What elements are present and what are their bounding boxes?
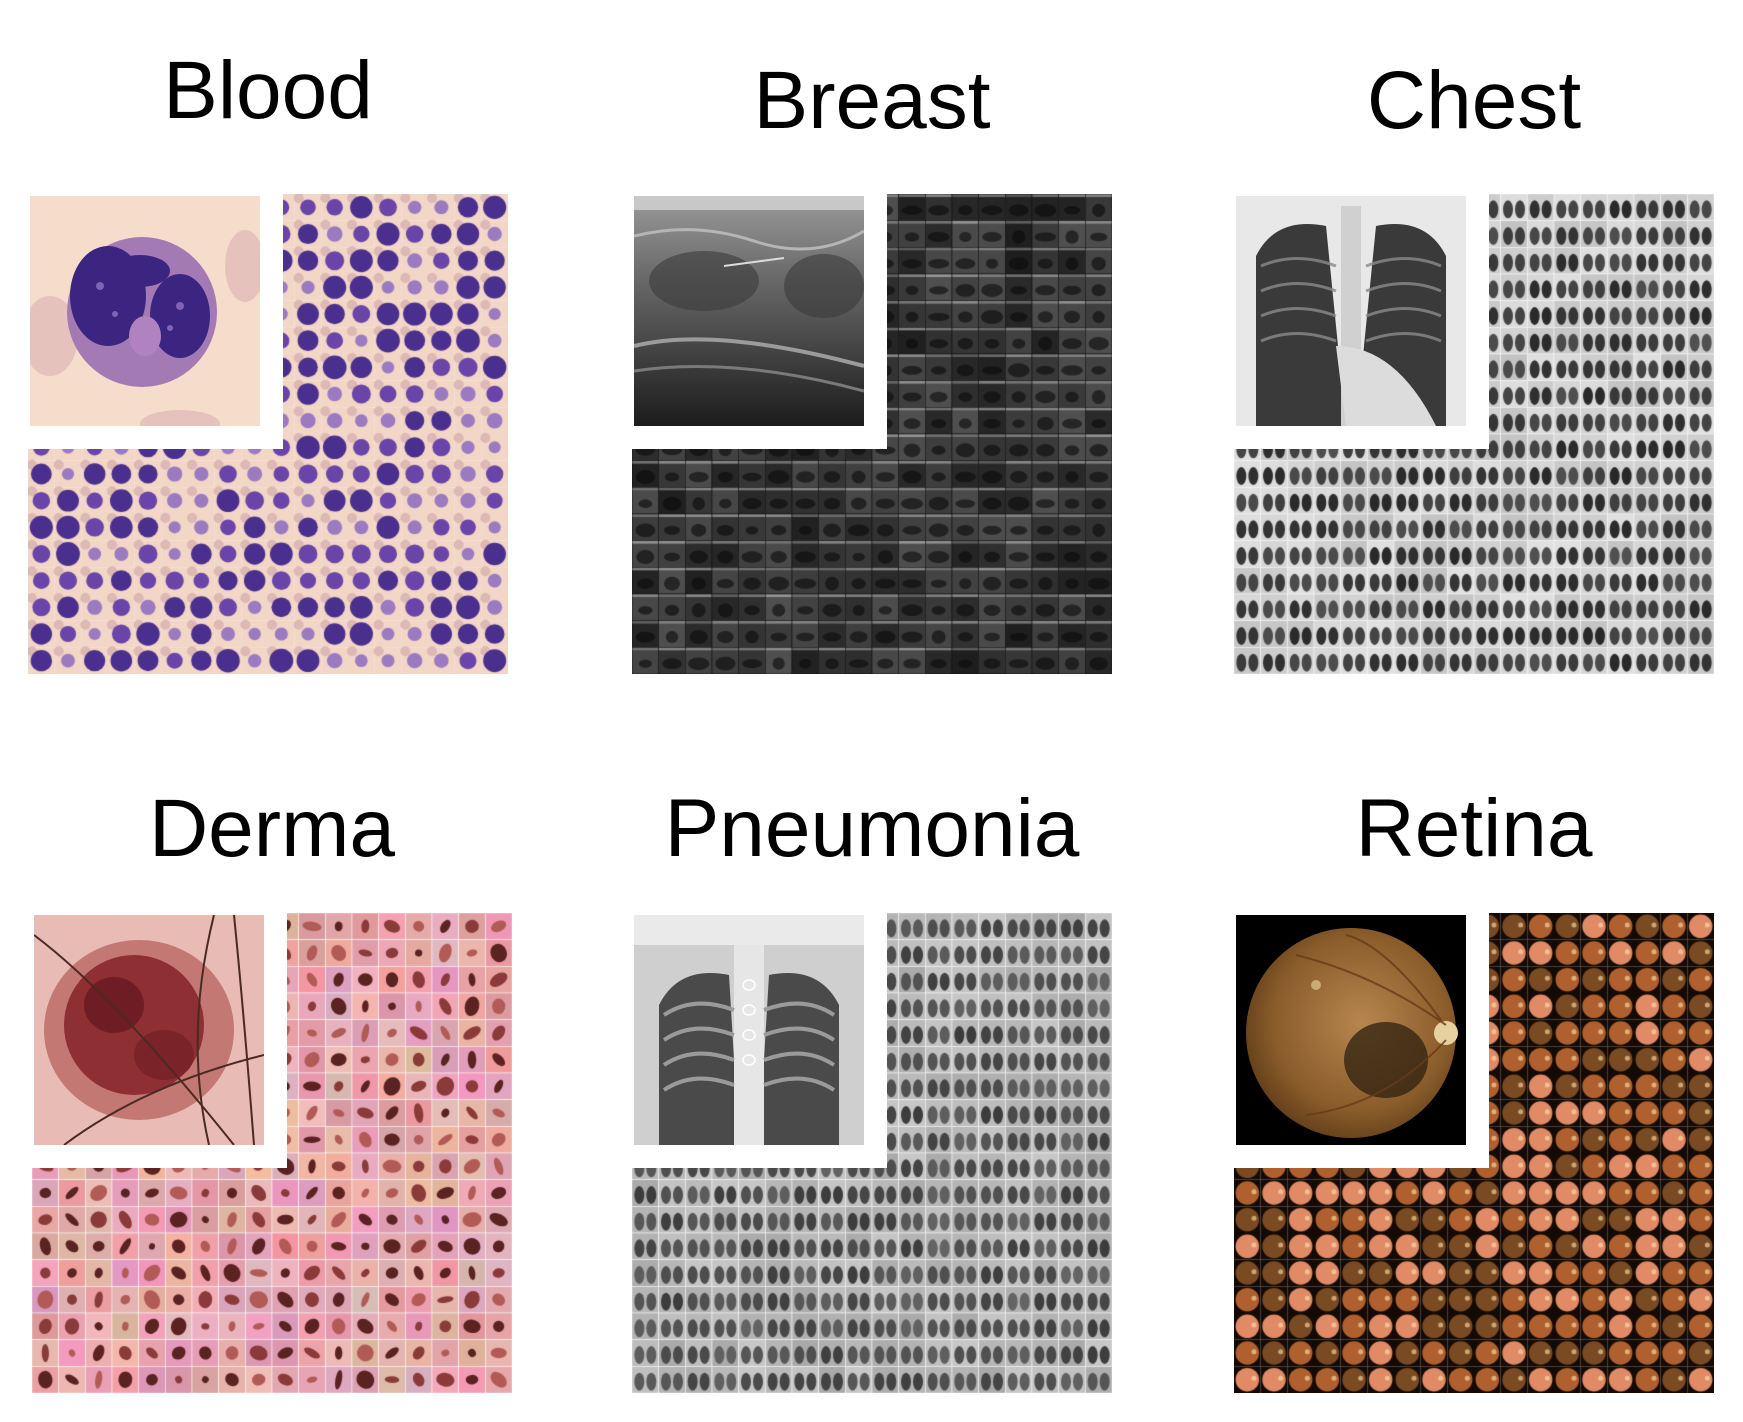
blood-title: Blood bbox=[163, 45, 373, 136]
blood-featured-image bbox=[30, 196, 260, 426]
pneumonia-featured-frame bbox=[632, 913, 887, 1168]
derma-title: Derma bbox=[148, 783, 396, 874]
blood-featured-frame bbox=[28, 194, 283, 449]
blood-panel: Blood bbox=[28, 50, 508, 675]
retina-mosaic bbox=[1234, 913, 1714, 1393]
retina-title: Retina bbox=[1355, 783, 1593, 874]
breast-featured-frame bbox=[632, 194, 887, 449]
retina-featured-image bbox=[1236, 915, 1466, 1145]
pneumonia-title: Pneumonia bbox=[664, 783, 1080, 874]
blood-mosaic bbox=[28, 194, 508, 674]
chest-panel: Chest bbox=[1234, 60, 1714, 675]
breast-title: Breast bbox=[753, 55, 991, 146]
breast-panel: Breast bbox=[632, 60, 1112, 675]
derma-featured-image bbox=[34, 915, 264, 1145]
derma-panel: Derma bbox=[32, 788, 512, 1393]
chest-featured-image bbox=[1236, 196, 1466, 426]
pneumonia-mosaic bbox=[632, 913, 1112, 1393]
pneumonia-panel: Pneumonia bbox=[632, 788, 1112, 1393]
breast-featured-image bbox=[634, 196, 864, 426]
breast-mosaic bbox=[632, 194, 1112, 674]
retina-panel: Retina bbox=[1234, 788, 1714, 1393]
chest-featured-frame bbox=[1234, 194, 1489, 449]
derma-featured-frame bbox=[32, 913, 287, 1168]
retina-featured-frame bbox=[1234, 913, 1489, 1168]
pneumonia-featured-image bbox=[634, 915, 864, 1145]
derma-mosaic bbox=[32, 913, 512, 1393]
chest-mosaic bbox=[1234, 194, 1714, 674]
chest-title: Chest bbox=[1366, 55, 1582, 146]
